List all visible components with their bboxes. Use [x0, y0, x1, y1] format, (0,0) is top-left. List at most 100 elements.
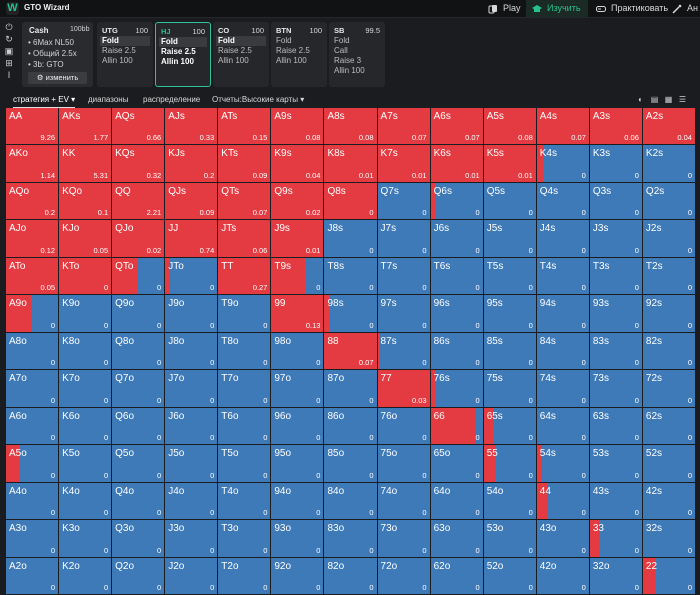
hand-cell-62s[interactable]: 62s 0	[642, 407, 696, 446]
tab-distribution[interactable]: распределение	[143, 95, 201, 104]
hand-cell-kqs[interactable]: KQs 0.32	[112, 145, 166, 183]
hand-cell-qts[interactable]: QTs 0.07	[218, 182, 272, 221]
hand-cell-j8s[interactable]: J8s 0	[324, 220, 378, 258]
hand-cell-96s[interactable]: 96s 0	[430, 295, 484, 333]
hand-cell-84o[interactable]: 84o 0	[324, 482, 378, 521]
hand-cell-95o[interactable]: 95o 0	[271, 445, 325, 483]
hand-cell-j6s[interactable]: J6s 0	[430, 220, 484, 258]
hand-cell-33[interactable]: 33 0	[589, 520, 643, 558]
hand-cell-t2s[interactable]: T2s 0	[642, 257, 696, 296]
hand-cell-a6o[interactable]: A6o 0	[6, 407, 60, 446]
hand-cell-a8s[interactable]: A8s 0.08	[324, 108, 378, 146]
action-raise-2-5[interactable]: Raise 2.5	[276, 46, 310, 55]
hand-cell-q4o[interactable]: Q4o 0	[112, 482, 166, 521]
position-card-utg[interactable]: UTG 100 Fold Raise 2.5 Allin 100	[97, 22, 153, 87]
hand-cell-a3o[interactable]: A3o 0	[6, 520, 60, 558]
hand-cell-aqo[interactable]: AQo 0.2	[6, 182, 60, 221]
hand-cell-ats[interactable]: ATs 0.15	[218, 108, 272, 146]
action-allin-100[interactable]: Allin 100	[334, 66, 365, 75]
hand-cell-aa[interactable]: AA 9.26	[6, 108, 60, 146]
hand-cell-a5s[interactable]: A5s 0.08	[483, 108, 537, 146]
hand-cell-kjo[interactable]: KJo 0.05	[59, 220, 113, 258]
hand-cell-k8s[interactable]: K8s 0.01	[324, 145, 378, 183]
hand-cell-kts[interactable]: KTs 0.09	[218, 145, 272, 183]
hand-cell-j2s[interactable]: J2s 0	[642, 220, 696, 258]
hand-cell-tt[interactable]: TT 0.27	[218, 257, 272, 296]
contrast-icon[interactable]: ◐	[638, 95, 643, 104]
hand-cell-q4s[interactable]: Q4s 0	[536, 182, 590, 221]
hand-cell-k3o[interactable]: K3o 0	[59, 520, 113, 558]
hand-cell-t5o[interactable]: T5o 0	[218, 445, 272, 483]
action-allin-100[interactable]: Allin 100	[161, 57, 194, 66]
hand-cell-ato[interactable]: ATo 0.05	[6, 257, 60, 296]
hand-cell-75o[interactable]: 75o 0	[377, 445, 431, 483]
hand-cell-98o[interactable]: 98o 0	[271, 332, 325, 371]
hand-cell-t8s[interactable]: T8s 0	[324, 257, 378, 296]
hand-cell-a7o[interactable]: A7o 0	[6, 370, 60, 408]
hand-cell-64o[interactable]: 64o 0	[430, 482, 484, 521]
hand-cell-t2o[interactable]: T2o 0	[218, 557, 272, 595]
cursor-icon[interactable]: I	[7, 70, 11, 80]
hand-cell-jj[interactable]: JJ 0.74	[165, 220, 219, 258]
hand-cell-qjs[interactable]: QJs 0.09	[165, 182, 219, 221]
hand-cell-k7o[interactable]: K7o 0	[59, 370, 113, 408]
nav-practice[interactable]: Практиковать	[590, 0, 674, 17]
hand-cell-a3s[interactable]: A3s 0.06	[589, 108, 643, 146]
hand-cell-92o[interactable]: 92o 0	[271, 557, 325, 595]
hand-cell-q6o[interactable]: Q6o 0	[112, 407, 166, 446]
grid-view-icon[interactable]: ▦	[664, 95, 673, 104]
hand-cell-j3s[interactable]: J3s 0	[589, 220, 643, 258]
hand-cell-75s[interactable]: 75s 0	[483, 370, 537, 408]
hand-cell-qjo[interactable]: QJo 0.02	[112, 220, 166, 258]
hand-cell-j9s[interactable]: J9s 0.01	[271, 220, 325, 258]
hand-cell-kk[interactable]: KK 5.31	[59, 145, 113, 183]
hand-cell-66[interactable]: 66 0	[430, 407, 484, 446]
hand-cell-73o[interactable]: 73o 0	[377, 520, 431, 558]
hand-cell-t5s[interactable]: T5s 0	[483, 257, 537, 296]
change-spot-button[interactable]: ⚙ изменить	[28, 72, 87, 84]
hand-cell-99[interactable]: 99 0.13	[271, 295, 325, 333]
hand-cell-65s[interactable]: 65s 0	[483, 407, 537, 446]
hand-cell-63s[interactable]: 63s 0	[589, 407, 643, 446]
hand-cell-84s[interactable]: 84s 0	[536, 332, 590, 371]
hand-cell-a2o[interactable]: A2o 0	[6, 557, 60, 595]
hand-cell-85s[interactable]: 85s 0	[483, 332, 537, 371]
hand-cell-83s[interactable]: 83s 0	[589, 332, 643, 371]
hand-cell-42o[interactable]: 42o 0	[536, 557, 590, 595]
hand-cell-87o[interactable]: 87o 0	[324, 370, 378, 408]
action-allin-100[interactable]: Allin 100	[218, 56, 249, 65]
hand-cell-j6o[interactable]: J6o 0	[165, 407, 219, 446]
hand-cell-63o[interactable]: 63o 0	[430, 520, 484, 558]
position-card-sb[interactable]: SB 99.5 Fold Call Raise 3 Allin 100	[329, 22, 385, 87]
car-icon[interactable]: ⊞	[5, 58, 13, 68]
save-icon[interactable]: ▣	[4, 46, 14, 56]
hand-cell-72o[interactable]: 72o 0	[377, 557, 431, 595]
hand-cell-53s[interactable]: 53s 0	[589, 445, 643, 483]
hand-cell-aks[interactable]: AKs 1.77	[59, 108, 113, 146]
hand-cell-t4o[interactable]: T4o 0	[218, 482, 272, 521]
hand-cell-q2o[interactable]: Q2o 0	[112, 557, 166, 595]
hand-cell-22[interactable]: 22 0	[642, 557, 696, 595]
hand-cell-t7o[interactable]: T7o 0	[218, 370, 272, 408]
action-raise-2-5[interactable]: Raise 2.5	[218, 46, 252, 55]
hand-cell-t9o[interactable]: T9o 0	[218, 295, 272, 333]
hand-cell-jts[interactable]: JTs 0.06	[218, 220, 272, 258]
action-raise-3[interactable]: Raise 3	[334, 56, 362, 65]
tab-reports[interactable]: Отчеты:Высокие карты ▾	[212, 93, 304, 107]
hand-cell-54o[interactable]: 54o 0	[483, 482, 537, 521]
hand-cell-k2o[interactable]: K2o 0	[59, 557, 113, 595]
hand-cell-q9s[interactable]: Q9s 0.02	[271, 182, 325, 221]
hand-cell-82s[interactable]: 82s 0	[642, 332, 696, 371]
gto-wizard-logo-icon[interactable]: W	[6, 2, 19, 15]
hand-cell-jto[interactable]: JTo 0	[165, 257, 219, 296]
hand-cell-k3s[interactable]: K3s 0	[589, 145, 643, 183]
hand-cell-j2o[interactable]: J2o 0	[165, 557, 219, 595]
hand-cell-q9o[interactable]: Q9o 0	[112, 295, 166, 333]
action-fold[interactable]: Fold	[276, 36, 292, 45]
action-call[interactable]: Call	[334, 46, 348, 55]
hand-cell-qq[interactable]: QQ 2.21	[112, 182, 166, 221]
hand-cell-kqo[interactable]: KQo 0.1	[59, 182, 113, 221]
hand-cell-k6o[interactable]: K6o 0	[59, 407, 113, 446]
hand-cell-52o[interactable]: 52o 0	[483, 557, 537, 595]
action-raise-2-5[interactable]: Raise 2.5	[161, 47, 196, 56]
